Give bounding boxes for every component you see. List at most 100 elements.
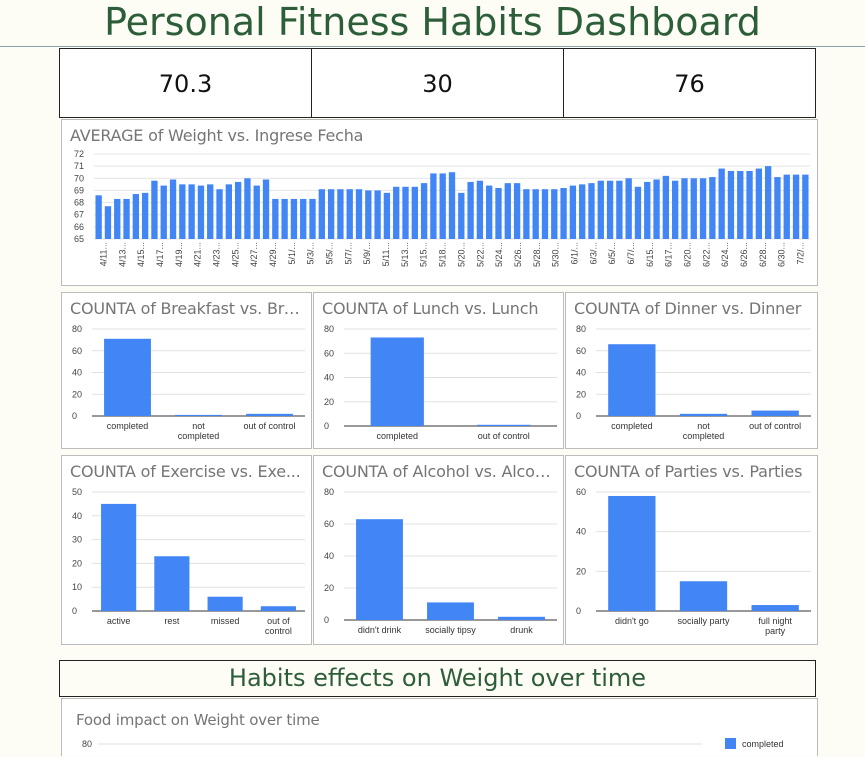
weight-bar[interactable]	[355, 189, 363, 239]
weight-bar[interactable]	[327, 189, 335, 239]
weight-bar[interactable]	[737, 171, 744, 239]
weight-bar[interactable]	[104, 206, 112, 239]
weight-bar[interactable]	[272, 198, 279, 239]
weight-bar[interactable]	[774, 177, 781, 239]
count-bar[interactable]	[101, 503, 137, 611]
weight-bar[interactable]	[579, 184, 586, 239]
weight-bar[interactable]	[197, 185, 205, 239]
count-bar[interactable]	[427, 602, 474, 620]
count-bar[interactable]	[498, 616, 545, 620]
weight-bar[interactable]	[569, 185, 577, 239]
count-bar[interactable]	[608, 344, 656, 416]
weight-bar[interactable]	[309, 198, 316, 239]
weight-bar[interactable]	[123, 198, 130, 239]
weight-bar[interactable]	[718, 168, 725, 239]
weight-bar[interactable]	[318, 189, 325, 239]
weight-bar[interactable]	[551, 189, 558, 239]
weight-bar[interactable]	[541, 189, 549, 239]
breakfast-chart-panel[interactable]: COUNTA of Breakfast vs. Bre... 0 20 40 60 80…	[61, 292, 312, 449]
weight-bar[interactable]	[262, 179, 270, 240]
count-bar[interactable]	[608, 495, 656, 611]
weight-bar[interactable]	[634, 186, 642, 239]
weight-bar[interactable]	[253, 185, 260, 239]
weight-bar[interactable]	[662, 175, 670, 239]
count-bar[interactable]	[751, 605, 799, 611]
weight-bar[interactable]	[690, 178, 697, 239]
weight-bar[interactable]	[169, 179, 177, 240]
dinner-chart-panel[interactable]: COUNTA of Dinner vs. Dinner 0 20 40 60 80 com…	[565, 292, 818, 449]
weight-bar[interactable]	[727, 171, 735, 239]
weight-bar[interactable]	[151, 180, 158, 239]
weight-bar[interactable]	[709, 177, 716, 239]
weight-bar[interactable]	[486, 185, 493, 239]
weight-bar[interactable]	[114, 198, 121, 239]
count-bar[interactable]	[370, 337, 424, 426]
weight-bar[interactable]	[300, 198, 307, 239]
weight-bar[interactable]	[672, 180, 679, 239]
weight-bar[interactable]	[495, 188, 502, 239]
weight-chart-panel[interactable]: AVERAGE of Weight vs. Ingrese Fecha 65 66…	[61, 119, 818, 286]
weight-bar[interactable]	[746, 171, 753, 239]
count-bar[interactable]	[104, 338, 151, 416]
weight-bar[interactable]	[699, 178, 707, 239]
weight-bar[interactable]	[365, 190, 372, 239]
weight-bar[interactable]	[216, 189, 223, 239]
weight-bar[interactable]	[290, 198, 298, 239]
weight-bar[interactable]	[374, 190, 381, 239]
weight-bar[interactable]	[234, 181, 242, 239]
weight-bar[interactable]	[420, 183, 428, 239]
weight-bar[interactable]	[532, 189, 539, 239]
weight-bar[interactable]	[644, 181, 651, 239]
weight-bar[interactable]	[393, 186, 400, 239]
lunch-chart-panel[interactable]: COUNTA of Lunch vs. Lunch 0 20 40 60 80 compl…	[313, 292, 564, 449]
weight-bar[interactable]	[588, 183, 595, 239]
weight-bar[interactable]	[411, 186, 418, 239]
count-bar[interactable]	[356, 519, 403, 620]
weight-bar[interactable]	[160, 185, 167, 239]
weight-bar[interactable]	[225, 184, 232, 239]
weight-bar[interactable]	[188, 184, 195, 239]
weight-bar[interactable]	[792, 174, 800, 239]
food-chart-panel[interactable]: Food impact on Weight over time 80 comple…	[61, 698, 818, 756]
weight-bar[interactable]	[430, 173, 437, 239]
weight-bar[interactable]	[467, 181, 474, 239]
count-bar[interactable]	[246, 413, 293, 416]
weight-bar[interactable]	[244, 178, 251, 239]
weight-bar[interactable]	[802, 174, 809, 239]
weight-bar[interactable]	[439, 173, 446, 239]
weight-bar[interactable]	[560, 188, 567, 239]
weight-bar[interactable]	[346, 189, 353, 239]
weight-bar[interactable]	[755, 168, 763, 239]
count-bar[interactable]	[679, 581, 728, 611]
weight-bar[interactable]	[606, 180, 614, 239]
count-bar[interactable]	[154, 556, 190, 611]
alcohol-chart-panel[interactable]: COUNTA of Alcohol vs. Alcohol 0 20 40 60 80 d…	[313, 455, 564, 645]
weight-bar[interactable]	[337, 189, 344, 239]
weight-bar[interactable]	[597, 180, 604, 239]
weight-bar[interactable]	[402, 186, 409, 239]
weight-bar[interactable]	[207, 184, 214, 239]
weight-bar[interactable]	[523, 189, 530, 239]
weight-bar[interactable]	[458, 192, 465, 239]
weight-bar[interactable]	[281, 198, 288, 239]
weight-bar[interactable]	[179, 184, 186, 239]
count-bar[interactable]	[477, 424, 531, 426]
count-bar[interactable]	[679, 413, 728, 416]
weight-bar[interactable]	[504, 183, 511, 239]
weight-bar[interactable]	[95, 195, 102, 239]
parties-chart-panel[interactable]: COUNTA of Parties vs. Parties 0 20 40 60 did…	[565, 455, 818, 645]
weight-bar[interactable]	[681, 178, 688, 239]
count-bar[interactable]	[751, 410, 799, 416]
weight-bar[interactable]	[513, 183, 521, 239]
weight-bar[interactable]	[625, 178, 632, 239]
weight-bar[interactable]	[783, 174, 790, 239]
weight-bar[interactable]	[764, 166, 772, 239]
exercise-chart-panel[interactable]: COUNTA of Exercise vs. Exe... 0 10 20 30 40 5…	[61, 455, 312, 645]
weight-bar[interactable]	[448, 172, 456, 239]
weight-bar[interactable]	[383, 192, 391, 239]
count-bar[interactable]	[175, 414, 222, 416]
weight-bar[interactable]	[476, 180, 484, 239]
weight-bar[interactable]	[653, 179, 660, 240]
weight-bar[interactable]	[132, 194, 140, 239]
count-bar[interactable]	[207, 596, 243, 611]
